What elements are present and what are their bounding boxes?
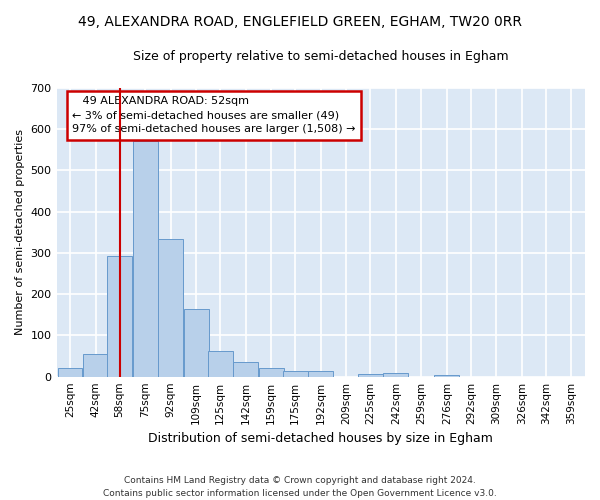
Bar <box>133 142 158 376</box>
Bar <box>259 368 284 376</box>
Text: 49, ALEXANDRA ROAD, ENGLEFIELD GREEN, EGHAM, TW20 0RR: 49, ALEXANDRA ROAD, ENGLEFIELD GREEN, EG… <box>78 15 522 29</box>
Y-axis label: Number of semi-detached properties: Number of semi-detached properties <box>15 129 25 335</box>
Bar <box>184 308 209 376</box>
Bar <box>383 374 408 376</box>
Bar <box>58 368 82 376</box>
Text: Contains HM Land Registry data © Crown copyright and database right 2024.
Contai: Contains HM Land Registry data © Crown c… <box>103 476 497 498</box>
Title: Size of property relative to semi-detached houses in Egham: Size of property relative to semi-detach… <box>133 50 509 63</box>
Bar <box>233 362 258 376</box>
Bar <box>158 239 183 376</box>
Bar <box>283 371 308 376</box>
Bar <box>308 371 333 376</box>
Bar <box>107 256 132 376</box>
Bar <box>358 374 383 376</box>
Bar <box>83 354 108 376</box>
Text: 49 ALEXANDRA ROAD: 52sqm
← 3% of semi-detached houses are smaller (49)
97% of se: 49 ALEXANDRA ROAD: 52sqm ← 3% of semi-de… <box>73 96 356 134</box>
Bar <box>208 351 233 376</box>
Bar <box>434 374 459 376</box>
X-axis label: Distribution of semi-detached houses by size in Egham: Distribution of semi-detached houses by … <box>148 432 493 445</box>
